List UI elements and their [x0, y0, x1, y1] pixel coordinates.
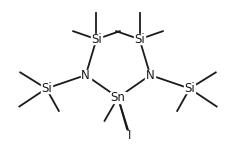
Bar [134, 34, 145, 44]
Text: Si: Si [41, 82, 52, 95]
Bar [126, 131, 134, 140]
Bar [145, 70, 155, 80]
Text: Si: Si [184, 82, 195, 95]
Text: N: N [81, 69, 90, 82]
Text: N: N [146, 69, 155, 82]
Bar [81, 70, 91, 80]
Bar [110, 92, 126, 103]
Text: Sn: Sn [110, 91, 126, 104]
Text: I: I [128, 129, 131, 142]
Text: Si: Si [91, 33, 102, 46]
Bar [91, 34, 102, 44]
Text: Si: Si [134, 33, 145, 46]
Bar [41, 84, 52, 93]
Bar [184, 84, 195, 93]
